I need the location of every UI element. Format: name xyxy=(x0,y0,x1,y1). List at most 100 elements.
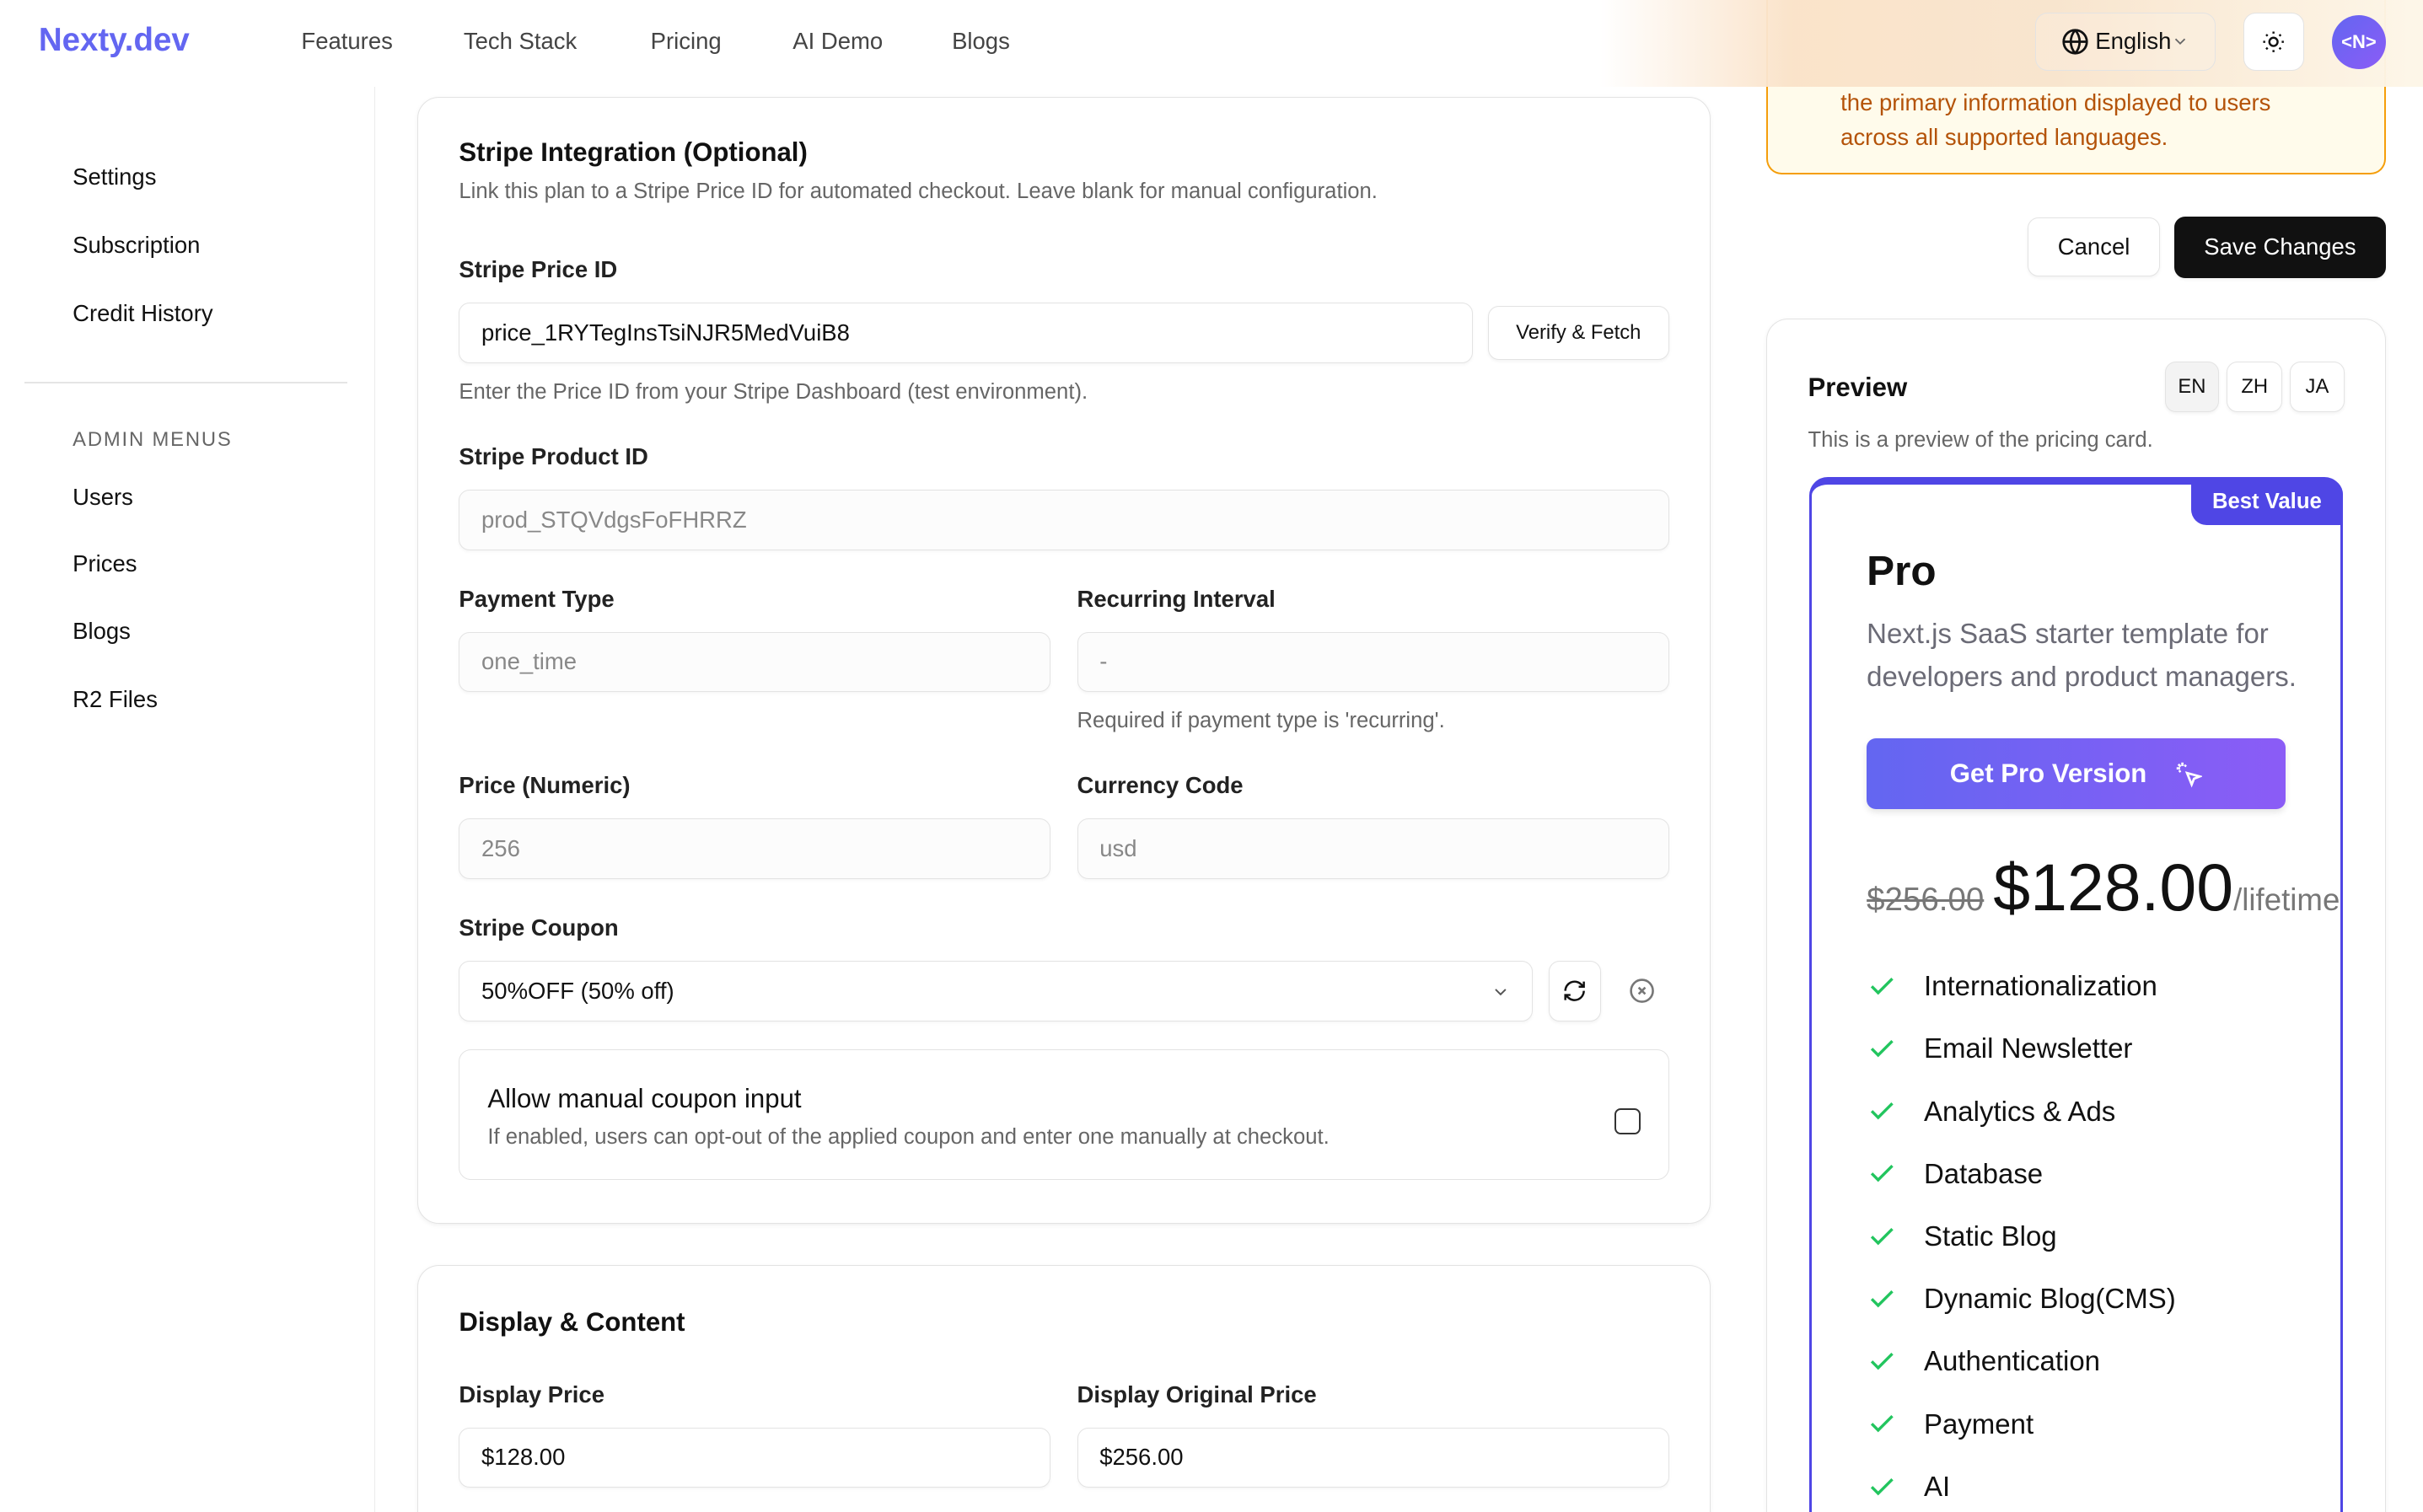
pricing-card xyxy=(1809,477,2343,1512)
nav-ai-demo[interactable]: AI Demo xyxy=(792,27,884,54)
currency-label: Currency Code xyxy=(1077,772,1244,799)
display-original-price-input[interactable]: $256.00 xyxy=(1077,1427,1669,1488)
feature-label: Payment xyxy=(1923,1407,2034,1440)
sidebar-item-blogs[interactable]: Blogs xyxy=(73,618,131,645)
feature-item: Static Blog xyxy=(1867,1220,2057,1252)
cursor-click-icon xyxy=(2177,762,2203,788)
product-id-label: Stripe Product ID xyxy=(459,443,648,470)
preview-description: This is a preview of the pricing card. xyxy=(1808,427,2153,452)
nav-pricing[interactable]: Pricing xyxy=(650,27,722,54)
interval-input[interactable]: - xyxy=(1077,631,1669,693)
language-label: English xyxy=(2095,28,2172,55)
manual-coupon-description: If enabled, users can opt-out of the app… xyxy=(487,1125,1330,1150)
preview-lang-ja[interactable]: JA xyxy=(2290,361,2345,413)
feature-item: Internationalization xyxy=(1867,970,2157,1002)
globe-icon xyxy=(2062,29,2088,55)
get-pro-label: Get Pro Version xyxy=(1949,759,2147,789)
feature-item: Authentication xyxy=(1867,1345,2100,1377)
check-icon xyxy=(1871,1102,1894,1120)
warning-text-2: across all supported languages. xyxy=(1840,123,2168,150)
check-icon xyxy=(1871,977,1894,995)
stripe-description: Link this plan to a Stripe Price ID for … xyxy=(459,179,1378,203)
feature-label: AI xyxy=(1923,1470,1951,1502)
currency-input[interactable]: usd xyxy=(1077,818,1669,879)
interval-label: Recurring Interval xyxy=(1077,585,1276,612)
feature-label: Email Newsletter xyxy=(1923,1032,2133,1064)
display-price-input[interactable]: $128.00 xyxy=(459,1427,1051,1488)
chevron-down-icon xyxy=(2175,39,2186,46)
feature-item: AI xyxy=(1867,1471,1950,1503)
feature-label: Dynamic Blog(CMS) xyxy=(1923,1283,2176,1315)
sidebar-item-prices[interactable]: Prices xyxy=(73,550,137,576)
feature-item: Analytics & Ads xyxy=(1867,1096,2115,1128)
nav-blogs[interactable]: Blogs xyxy=(952,27,1010,54)
coupon-select[interactable]: 50%OFF (50% off) xyxy=(459,961,1534,1021)
feature-label: Static Blog xyxy=(1923,1220,2057,1252)
original-price: $256.00 xyxy=(1867,882,1985,919)
preview-title: Preview xyxy=(1808,372,1908,402)
feature-label: Authentication xyxy=(1923,1345,2101,1377)
sun-icon xyxy=(2263,31,2285,52)
verify-fetch-button[interactable]: Verify & Fetch xyxy=(1488,305,1669,361)
manual-coupon-title: Allow manual coupon input xyxy=(487,1083,802,1113)
save-changes-button[interactable]: Save Changes xyxy=(2173,216,2386,278)
check-icon xyxy=(1871,1165,1894,1182)
product-id-input[interactable]: prod_STQVdgsFoFHRRZ xyxy=(459,490,1669,550)
display-title: Display & Content xyxy=(459,1306,685,1337)
check-icon xyxy=(1871,1477,1894,1495)
price-row: $256.00 $128.00 /lifetime xyxy=(1867,850,2340,926)
get-pro-button[interactable]: Get Pro Version xyxy=(1867,738,2286,810)
check-icon xyxy=(1871,1227,1894,1245)
language-select[interactable]: English xyxy=(2034,12,2216,72)
feature-label: Analytics & Ads xyxy=(1923,1095,2116,1127)
clear-coupon-icon[interactable] xyxy=(1629,978,1655,1004)
sidebar-item-users[interactable]: Users xyxy=(73,483,133,510)
best-value-badge: Best Value xyxy=(2191,479,2343,526)
payment-type-label: Payment Type xyxy=(459,585,615,612)
coupon-label: Stripe Coupon xyxy=(459,914,619,941)
nav-tech-stack[interactable]: Tech Stack xyxy=(463,27,578,54)
display-price-label: Display Price xyxy=(459,1381,604,1407)
check-icon xyxy=(1871,1353,1894,1370)
price-input[interactable]: 256 xyxy=(459,818,1051,879)
refresh-icon xyxy=(1564,980,1585,1001)
warning-text-1: the primary information displayed to use… xyxy=(1840,89,2271,116)
interval-help: Required if payment type is 'recurring'. xyxy=(1077,709,1445,733)
logo[interactable]: Nexty.dev xyxy=(38,21,190,58)
sidebar-item-subscription[interactable]: Subscription xyxy=(73,231,201,258)
sidebar-item-credit-history[interactable]: Credit History xyxy=(73,299,213,326)
manual-coupon-box: Allow manual coupon input If enabled, us… xyxy=(459,1048,1669,1181)
price-unit: /lifetime xyxy=(2233,882,2340,918)
feature-label: Internationalization xyxy=(1923,970,2157,1002)
check-icon xyxy=(1871,1039,1894,1058)
admin-menus-heading: ADMIN MENUS xyxy=(73,427,233,451)
plan-description: Next.js SaaS starter template for develo… xyxy=(1867,617,2297,693)
stripe-title: Stripe Integration (Optional) xyxy=(459,137,808,168)
sidebar-divider xyxy=(24,381,348,383)
sidebar: Settings Subscription Credit History ADM… xyxy=(0,86,376,1512)
cancel-button[interactable]: Cancel xyxy=(2027,217,2161,277)
chevron-down-icon xyxy=(1495,989,1507,996)
preview-lang-zh[interactable]: ZH xyxy=(2227,361,2283,413)
price-id-input[interactable]: price_1RYTegInsTsiNJR5MedVuiB8 xyxy=(459,303,1473,363)
coupon-value: 50%OFF (50% off) xyxy=(481,977,674,1004)
sidebar-item-settings[interactable]: Settings xyxy=(73,164,157,190)
refresh-coupons-button[interactable] xyxy=(1548,961,1601,1021)
feature-item: Payment xyxy=(1867,1408,2033,1440)
feature-item: Email Newsletter xyxy=(1867,1032,2132,1064)
display-original-price-label: Display Original Price xyxy=(1077,1381,1317,1407)
price-id-label: Stripe Price ID xyxy=(459,256,618,283)
sidebar-item-r2-files[interactable]: R2 Files xyxy=(73,685,158,712)
theme-toggle-button[interactable] xyxy=(2243,12,2304,72)
manual-coupon-checkbox[interactable] xyxy=(1614,1108,1641,1135)
price-label: Price (Numeric) xyxy=(459,772,631,799)
preview-lang-en[interactable]: EN xyxy=(2164,361,2220,413)
feature-label: Database xyxy=(1923,1157,2044,1189)
nav-features[interactable]: Features xyxy=(301,27,393,54)
payment-type-input[interactable]: one_time xyxy=(459,631,1051,693)
plan-name: Pro xyxy=(1867,547,1937,594)
feature-item: Dynamic Blog(CMS) xyxy=(1867,1283,2176,1315)
current-price: $128.00 xyxy=(1993,850,2234,925)
avatar[interactable]: <N> xyxy=(2331,15,2386,70)
feature-item: Database xyxy=(1867,1158,2043,1190)
